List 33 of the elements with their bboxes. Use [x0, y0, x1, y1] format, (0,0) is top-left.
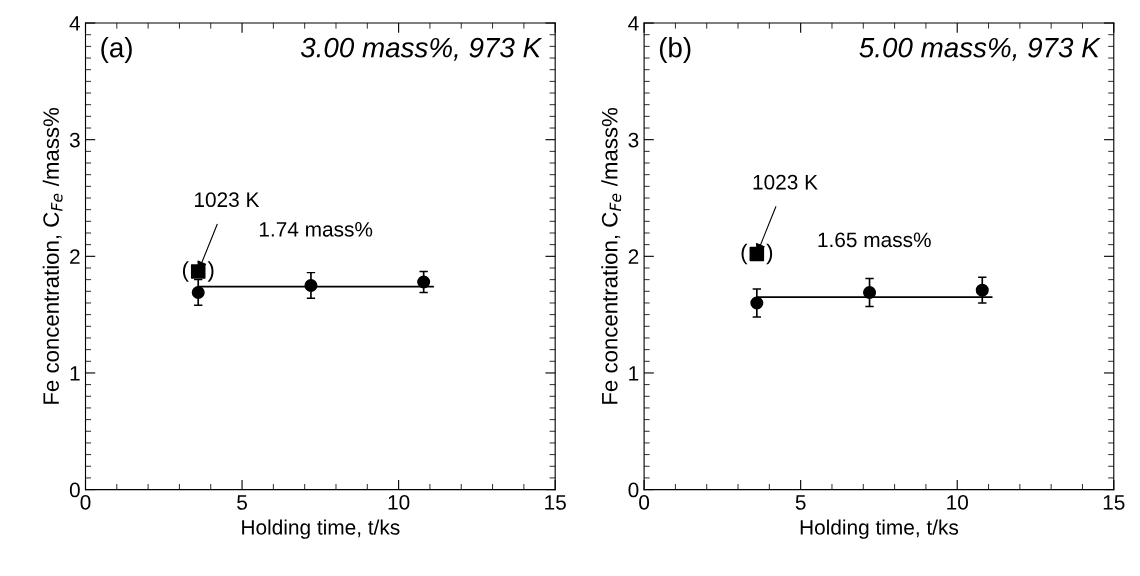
y-tick-label: 0 [69, 482, 80, 498]
y-tick-label: 4 [69, 16, 81, 31]
annotation: 1023 K [753, 174, 818, 190]
y-tick-label: 0 [628, 482, 639, 498]
y-tick-label: 2 [70, 249, 80, 264]
x-tick-label: 10 [388, 495, 410, 510]
x-tick-label: 0 [639, 495, 650, 510]
y-tick-label: 3 [628, 132, 639, 148]
y-axis-title: Fe concentration, C$_{Fe}$ /mass% [42, 107, 63, 404]
y-tick-label: 4 [628, 16, 639, 31]
y-tick-label: 1 [70, 366, 80, 381]
x-tick-label: 0 [80, 495, 91, 510]
x-tick-label: 5 [237, 495, 247, 510]
annotation: 1023 K [194, 192, 260, 208]
x-tick-label: 15 [1103, 495, 1125, 510]
x-axis-title: Holding time, t/ks [242, 519, 400, 539]
annotation: 5.00 mass%, 973 K [859, 37, 1101, 61]
annotation: ( ) [741, 243, 773, 265]
x-tick-label: 10 [947, 495, 968, 510]
annotation: 1.65 mass% [818, 232, 931, 248]
annotation: (a) [101, 37, 132, 63]
annotation: (b) [659, 37, 691, 63]
x-axis-title: Holding time, t/ks [800, 519, 959, 539]
y-tick-label: 2 [628, 249, 639, 264]
y-tick-label: 1 [629, 366, 639, 381]
annotation: 3.00 mass%, 973 K [300, 37, 543, 61]
x-tick-label: 5 [795, 495, 806, 510]
annotation: ( ) [182, 261, 214, 282]
x-tick-label: 15 [545, 495, 566, 510]
y-axis-title: Fe concentration, C$_{Fe}$ /mass% [601, 107, 622, 404]
annotation: 1.74 mass% [259, 222, 373, 237]
y-tick-label: 3 [69, 132, 80, 148]
point [863, 285, 877, 299]
